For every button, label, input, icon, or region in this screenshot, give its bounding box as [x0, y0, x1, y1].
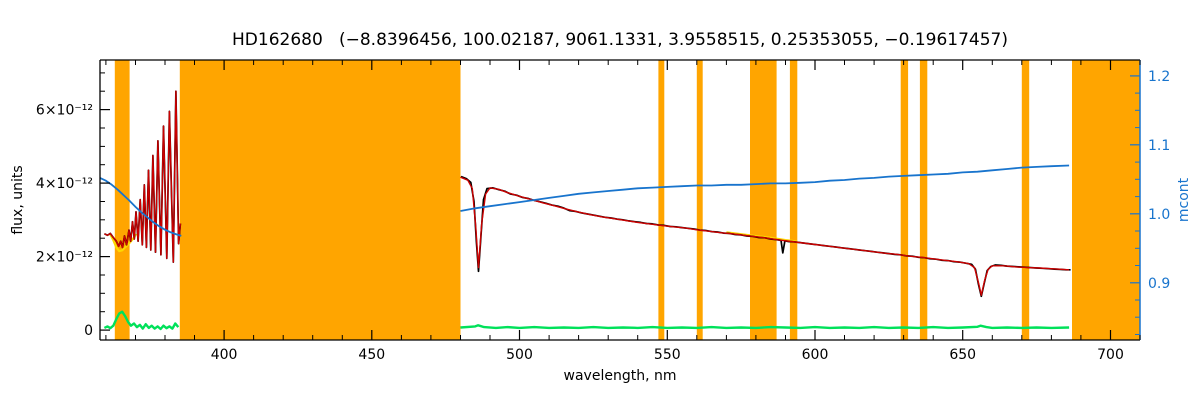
masked-band — [114, 60, 130, 340]
series-masked-fit-line — [109, 233, 137, 253]
x-tick-label: 600 — [802, 347, 829, 363]
masked-band — [789, 60, 798, 340]
series-model-fit — [104, 90, 1070, 296]
series-continuum-mcont-line — [460, 164, 1070, 212]
x-tick-label: 500 — [506, 347, 533, 363]
masked-band — [919, 60, 928, 340]
series-continuum-mcont-line — [99, 177, 182, 237]
y-right-tick-label: 1.2 — [1148, 69, 1170, 85]
y-left-tick-label: 6×10⁻¹² — [36, 103, 93, 119]
x-tick-label: 650 — [949, 347, 976, 363]
x-tick-label: 400 — [211, 347, 238, 363]
masked-band — [750, 60, 777, 340]
y-right-tick-label: 1.0 — [1148, 207, 1170, 223]
masked-band — [696, 60, 703, 340]
masked-band — [1072, 60, 1140, 340]
series-continuum-mcont — [99, 164, 1070, 237]
series-residual-line — [460, 324, 1070, 330]
series-model-fit-line — [104, 90, 182, 263]
masked-regions — [114, 60, 1140, 340]
masked-band — [179, 60, 461, 340]
masked-band — [658, 60, 665, 340]
y-right-tick-label: 0.9 — [1148, 276, 1170, 292]
y-left-tick-label: 2×10⁻¹² — [36, 250, 93, 266]
y-axis-left-label: flux, units — [10, 165, 26, 234]
x-tick-label: 550 — [654, 347, 681, 363]
y-right-tick-label: 1.1 — [1148, 138, 1170, 154]
x-axis-label: wavelength, nm — [564, 368, 677, 384]
chart-title: HD162680 (−8.8396456, 100.02187, 9061.13… — [232, 30, 1008, 50]
masked-band — [900, 60, 909, 340]
x-tick-label: 450 — [358, 347, 385, 363]
series-model-fit-line — [460, 176, 1070, 296]
y-left-tick-label: 0 — [84, 323, 93, 339]
axes: 400 450 500 550 600 650 700 0 2×10⁻¹² 4×10⁻¹² 6×10… — [36, 59, 1170, 363]
y-left-tick-label: 4×10⁻¹² — [36, 176, 93, 192]
masked-band — [1021, 60, 1030, 340]
series-residual-line — [103, 310, 180, 331]
x-tick-label: 700 — [1097, 347, 1124, 363]
y-axis-right-label: mcont — [1176, 177, 1192, 222]
series-residual — [103, 310, 1070, 331]
